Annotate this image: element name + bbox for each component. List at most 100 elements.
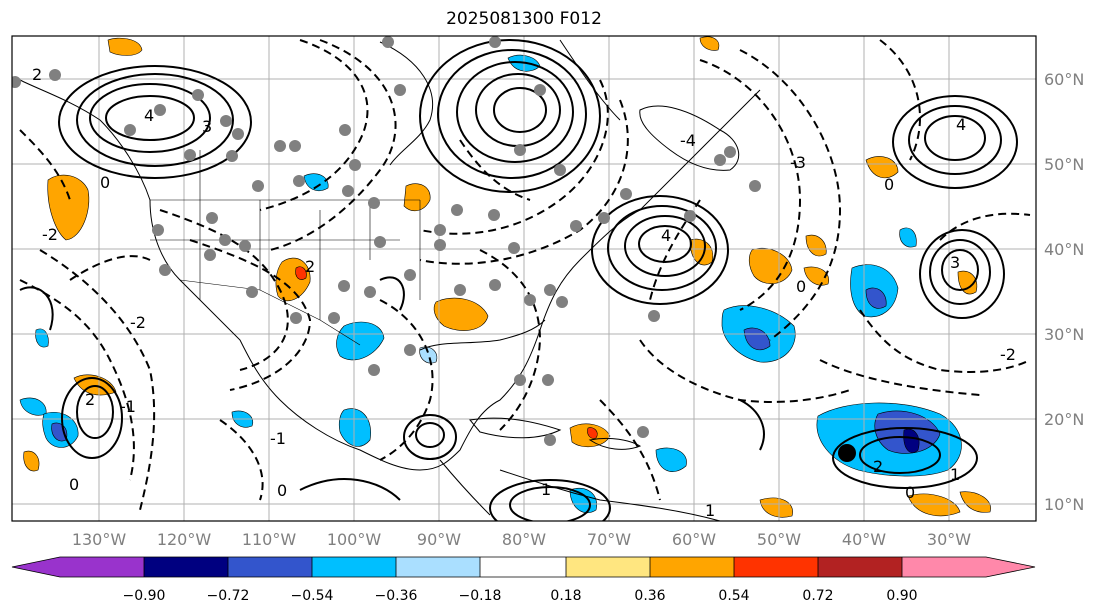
contour-label: -4 <box>680 131 696 150</box>
lon-label: 80°W <box>502 530 546 549</box>
contour-label: -2 <box>1000 345 1016 364</box>
lat-label: 40°N <box>1044 240 1084 259</box>
contour-labels: 4 4 4 3 3 2 2 2 2 1 1 1 0 0 0 0 0 0 -1 -… <box>32 65 1016 520</box>
colorbar-segment <box>144 557 228 577</box>
colorbar-tick-labels: −0.90 −0.72 −0.54 −0.36 −0.18 0.18 0.36 … <box>123 588 918 604</box>
lat-label: 60°N <box>1044 70 1084 89</box>
lon-label: 110°W <box>242 530 297 549</box>
coastlines <box>19 39 761 521</box>
anomaly-patch <box>699 36 720 51</box>
contour-label: 4 <box>144 106 154 125</box>
colorbar-tick: 0.54 <box>718 588 749 604</box>
anomaly-patch <box>403 183 431 212</box>
station-markers <box>12 36 761 446</box>
lon-label: 100°W <box>327 530 382 549</box>
anomaly-patch <box>805 234 827 257</box>
contour-label: 2 <box>873 457 883 476</box>
colorbar-outline <box>11 556 1036 578</box>
map-title: 2025081300 F012 <box>446 9 602 29</box>
colorbar-tick: 0.90 <box>886 588 917 604</box>
contour-label: 3 <box>950 253 960 272</box>
colorbar-tick: −0.18 <box>459 588 502 604</box>
contour-label: -1 <box>120 397 136 416</box>
colorbar-segment <box>818 557 902 577</box>
storm-center-marker <box>838 444 856 462</box>
colorbar-tick: −0.36 <box>375 588 418 604</box>
anomaly-patch <box>759 497 793 518</box>
colorbar-segment <box>228 557 312 577</box>
lat-label: 20°N <box>1044 410 1084 429</box>
contour-label: 2 <box>305 257 315 276</box>
anomaly-patch <box>899 227 917 248</box>
lon-label: 50°W <box>757 530 801 549</box>
contour-label: 0 <box>884 175 894 194</box>
colorbar-tick: −0.90 <box>123 588 166 604</box>
colorbar-segment <box>566 557 650 577</box>
lon-label: 120°W <box>157 530 212 549</box>
contour-label: -2 <box>42 225 58 244</box>
map-border <box>11 35 1037 522</box>
colorbar-segment <box>480 557 566 577</box>
colorbar-segment <box>60 557 144 577</box>
map-area: 4 4 4 3 3 2 2 2 2 1 1 1 0 0 0 0 0 0 -1 -… <box>12 36 1036 521</box>
contour-label: -3 <box>790 153 806 172</box>
anomaly-patch <box>419 346 438 364</box>
longitude-labels: 130°W 120°W 110°W 100°W 90°W 80°W 70°W 6… <box>72 530 971 549</box>
anomaly-patch <box>803 266 829 286</box>
positive-contours <box>19 39 1018 521</box>
colorbar-segment <box>986 557 1035 577</box>
anomaly-patch <box>959 491 991 513</box>
lon-label: 60°W <box>672 530 716 549</box>
anomaly-patch <box>957 270 978 295</box>
contour-label: 4 <box>956 115 966 134</box>
anomaly-patch <box>865 287 887 309</box>
contour-label: 2 <box>32 65 42 84</box>
contour-label: -2 <box>130 313 146 332</box>
anomaly-patch <box>655 447 687 472</box>
lat-label: 10°N <box>1044 495 1084 514</box>
contour-label: 0 <box>905 483 915 502</box>
colorbar-segment <box>396 557 480 577</box>
lon-label: 40°W <box>842 530 886 549</box>
contour-label: 4 <box>661 226 671 245</box>
lon-label: 90°W <box>417 530 461 549</box>
anomaly-patch <box>23 450 40 472</box>
colorbar-segment <box>734 557 818 577</box>
lon-label: 70°W <box>587 530 631 549</box>
contour-label: -1 <box>270 429 286 448</box>
contour-label: 3 <box>202 117 212 136</box>
contour-label: 1 <box>705 501 715 520</box>
anomaly-patch <box>907 493 961 517</box>
lat-label: 50°N <box>1044 155 1084 174</box>
colorbar-segment <box>902 557 986 577</box>
contour-label: 0 <box>100 173 110 192</box>
colorbar-tick: 0.18 <box>550 588 581 604</box>
anomaly-patch <box>748 248 793 284</box>
contour-label: 1 <box>541 480 551 499</box>
contour-label: 1 <box>950 465 960 484</box>
anomaly-patch <box>107 37 143 56</box>
negative-contours <box>19 39 1031 511</box>
anomaly-patch <box>903 428 920 454</box>
contour-label: 0 <box>69 475 79 494</box>
anomaly-patch <box>433 297 489 331</box>
colorbar-tick: 0.72 <box>802 588 833 604</box>
lon-label: 30°W <box>927 530 971 549</box>
colorbar-tick: −0.54 <box>291 588 334 604</box>
contour-label: 2 <box>85 390 95 409</box>
colorbar-tick: −0.72 <box>207 588 250 604</box>
lat-label: 30°N <box>1044 325 1084 344</box>
colorbar-segment <box>12 557 60 577</box>
lon-label: 130°W <box>72 530 127 549</box>
colorbar-segment <box>650 557 734 577</box>
contour-label: 0 <box>796 277 806 296</box>
anomaly-patch <box>865 156 899 179</box>
colorbar-segment <box>312 557 396 577</box>
colorbar-tick: 0.36 <box>634 588 665 604</box>
anomaly-patch <box>743 327 771 351</box>
anomaly-patch <box>587 427 598 439</box>
latitude-labels: 60°N 50°N 40°N 30°N 20°N 10°N <box>1044 70 1084 514</box>
anomaly-patch <box>303 173 329 191</box>
anomaly-patch <box>336 321 385 361</box>
